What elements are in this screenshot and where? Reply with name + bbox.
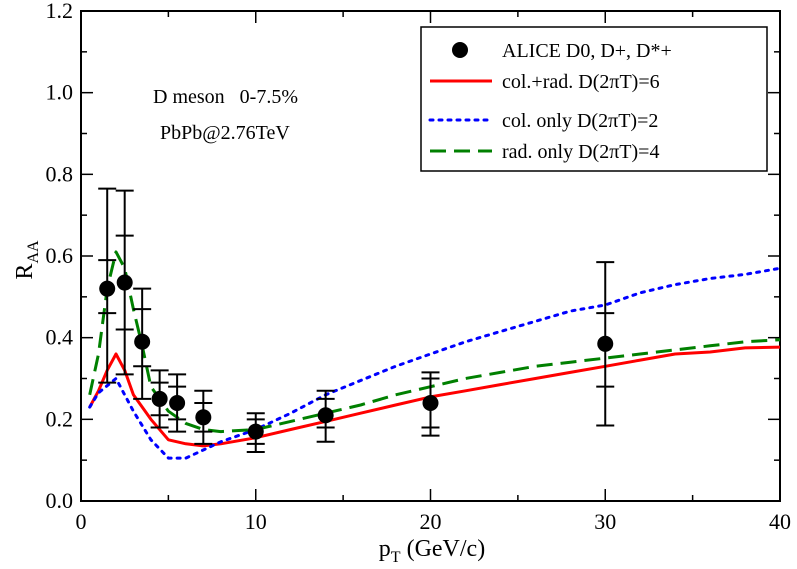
data-marker	[317, 407, 334, 424]
y-tick-label: 0.4	[46, 325, 74, 350]
data-points	[98, 187, 615, 453]
y-tick-label: 0.8	[46, 161, 74, 186]
data-marker	[597, 335, 614, 352]
tick-labels: 0 10 20 30 40 0.0 0.2 0.4 0.6 0.8 1.0 1.2	[46, 0, 792, 534]
data-point	[246, 412, 265, 453]
x-axis-title: pT (GeV/c)	[379, 536, 485, 566]
y-axis-title: RAA	[12, 240, 42, 280]
y-tick-label: 0.2	[46, 406, 74, 431]
data-point	[596, 261, 615, 427]
legend-box	[420, 26, 768, 172]
data-marker	[169, 395, 186, 411]
legend-label-colrad: col.+rad. D(2πT)=6	[502, 71, 660, 93]
curve-col-only	[88, 266, 782, 460]
data-marker	[99, 280, 116, 297]
data-marker	[422, 395, 439, 411]
data-marker	[134, 333, 151, 350]
curve-rad-only	[88, 250, 781, 434]
data-point	[98, 187, 117, 384]
x-tick-label: 0	[76, 509, 87, 534]
y-tick-label: 0.6	[46, 243, 74, 268]
y-tick-label: 1.2	[46, 0, 74, 23]
data-point	[133, 287, 152, 400]
data-point	[194, 389, 213, 445]
x-tick-label: 20	[420, 509, 442, 534]
x-tick-label: 40	[769, 509, 791, 534]
annotation-meson: D meson 0-7.5%	[153, 86, 298, 108]
data-marker	[151, 390, 168, 407]
data-point	[421, 371, 440, 437]
x-tick-label: 30	[594, 509, 616, 534]
data-marker	[116, 274, 133, 291]
legend-marker-data	[452, 42, 468, 58]
data-point	[316, 389, 335, 443]
y-tick-label: 1.0	[46, 80, 74, 105]
x-tick-label: 10	[245, 509, 267, 534]
data-point	[168, 373, 187, 433]
data-point	[150, 369, 169, 429]
legend-label-data: ALICE D0, D+, D*+	[502, 40, 672, 62]
annotation-collision: PbPb@2.76TeV	[160, 122, 290, 144]
legend-label-rad: rad. only D(2πT)=4	[502, 141, 659, 163]
data-marker	[195, 409, 212, 426]
data-marker	[247, 423, 264, 440]
axis-ticks	[80, 10, 781, 502]
y-tick-label: 0.0	[46, 488, 74, 513]
legend: ALICE D0, D+, D*+ col.+rad. D(2πT)=6 col…	[420, 26, 768, 172]
data-point	[115, 189, 134, 376]
legend-label-col: col. only D(2πT)=2	[502, 110, 658, 132]
